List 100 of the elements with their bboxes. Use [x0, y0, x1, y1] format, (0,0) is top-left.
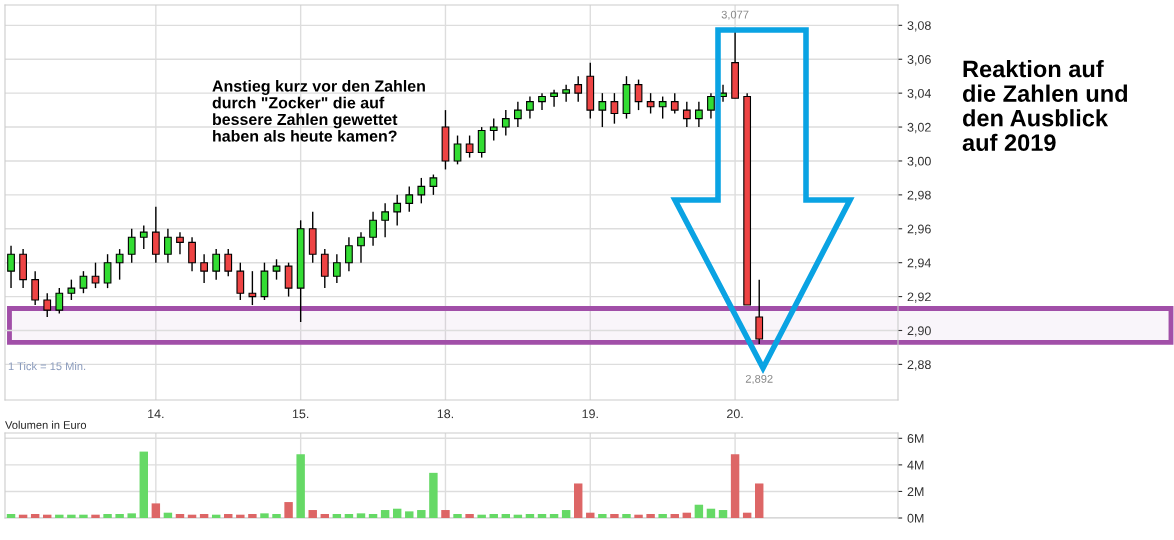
candlestick: [188, 236, 196, 272]
annotation: 1 Tick = 15 Min.: [8, 362, 86, 371]
candlestick: [320, 248, 329, 289]
y-tick-label: 2,98: [907, 190, 931, 201]
candlestick: [429, 173, 438, 196]
bar: [103, 514, 112, 518]
bar: [6, 514, 16, 518]
bar: [429, 472, 438, 518]
bar: [417, 510, 426, 518]
candlestick: [634, 78, 643, 111]
bar: [356, 513, 366, 518]
bar: [465, 514, 474, 518]
bar: [658, 514, 667, 518]
bar: [260, 513, 269, 518]
bar: [598, 514, 607, 518]
bar: [610, 514, 619, 518]
bar: [332, 514, 342, 518]
candlestick: [598, 92, 607, 128]
annotation: 3,077: [721, 10, 749, 20]
bar: [272, 514, 281, 518]
candlestick: [477, 126, 486, 159]
bar: [151, 503, 161, 518]
bar: [55, 514, 64, 518]
bar: [755, 483, 764, 518]
bar: [622, 514, 631, 518]
bar: [296, 454, 305, 518]
candlestick: [357, 231, 365, 264]
bar: [224, 514, 233, 518]
candlestick: [417, 177, 426, 205]
y-tick-label: 4M: [907, 460, 924, 470]
bar: [730, 454, 740, 518]
bar: [477, 514, 486, 518]
bar: [718, 510, 728, 518]
bar: [308, 510, 317, 518]
bar: [79, 514, 88, 518]
candlestick: [707, 92, 715, 120]
annotation: Anstieg kurz vor den Zahlen durch "Zocker" die auf bessere Zahlen gewettet haben als heute kamen?: [212, 80, 425, 142]
bar: [368, 514, 378, 518]
candlestick: [345, 236, 353, 272]
y-tick-label: 3,04: [907, 88, 931, 100]
bar: [248, 514, 257, 518]
candlestick: [55, 287, 64, 315]
x-tick-label: 20.: [727, 409, 743, 419]
candlestick: [453, 134, 462, 166]
y-tick-label: 2,94: [907, 258, 931, 269]
candlestick: [574, 75, 583, 103]
annotation: 2,892: [745, 374, 773, 385]
candlestick: [67, 278, 76, 301]
candlestick: [200, 253, 208, 284]
candlestick: [489, 117, 498, 142]
bar: [30, 514, 40, 518]
candlestick: [550, 89, 558, 108]
candlestick: [176, 231, 184, 255]
candlestick: [538, 92, 546, 111]
candlestick: [393, 194, 402, 227]
candlestick: [31, 270, 40, 306]
y-tick-label: 3,00: [907, 156, 931, 168]
candlestick: [381, 202, 390, 238]
candlestick: [513, 100, 522, 128]
candlestick: [755, 278, 764, 345]
candlestick: [501, 109, 510, 137]
bar: [537, 514, 547, 518]
candlestick: [127, 228, 136, 264]
candlestick: [284, 261, 293, 298]
candlestick: [7, 245, 15, 289]
bar: [549, 514, 559, 518]
y-tick-label: 3,08: [907, 21, 931, 32]
bar: [646, 514, 655, 518]
candlestick: [695, 100, 703, 128]
candlestick: [646, 92, 655, 115]
y-tick-label: 2,96: [907, 224, 931, 235]
bar: [694, 504, 704, 518]
y-tick-label: 2M: [907, 487, 924, 496]
candlestick: [79, 270, 88, 294]
bar: [320, 514, 330, 518]
bar: [344, 514, 354, 518]
bar: [453, 514, 462, 518]
bar: [441, 510, 450, 518]
chart-title: Volumen in Euro: [5, 420, 87, 429]
candlestick: [248, 270, 257, 306]
y-tick-label: 2,90: [907, 326, 931, 337]
candlestick: [465, 134, 474, 159]
bar: [489, 514, 498, 518]
candlestick: [610, 92, 619, 125]
bar: [586, 512, 595, 518]
bar: [91, 514, 100, 518]
bar: [634, 514, 643, 518]
bar: [284, 502, 293, 518]
candlestick: [151, 206, 160, 264]
x-tick-label: 15.: [292, 409, 309, 419]
bar: [175, 514, 185, 518]
candlestick: [332, 253, 341, 284]
bar: [392, 508, 402, 518]
candlestick: [272, 258, 281, 281]
candlestick: [369, 211, 377, 247]
candlestick: [658, 95, 667, 120]
candlestick: [236, 261, 245, 301]
bar: [525, 514, 535, 518]
y-tick-label: 2,92: [907, 292, 931, 303]
bar: [573, 483, 583, 518]
